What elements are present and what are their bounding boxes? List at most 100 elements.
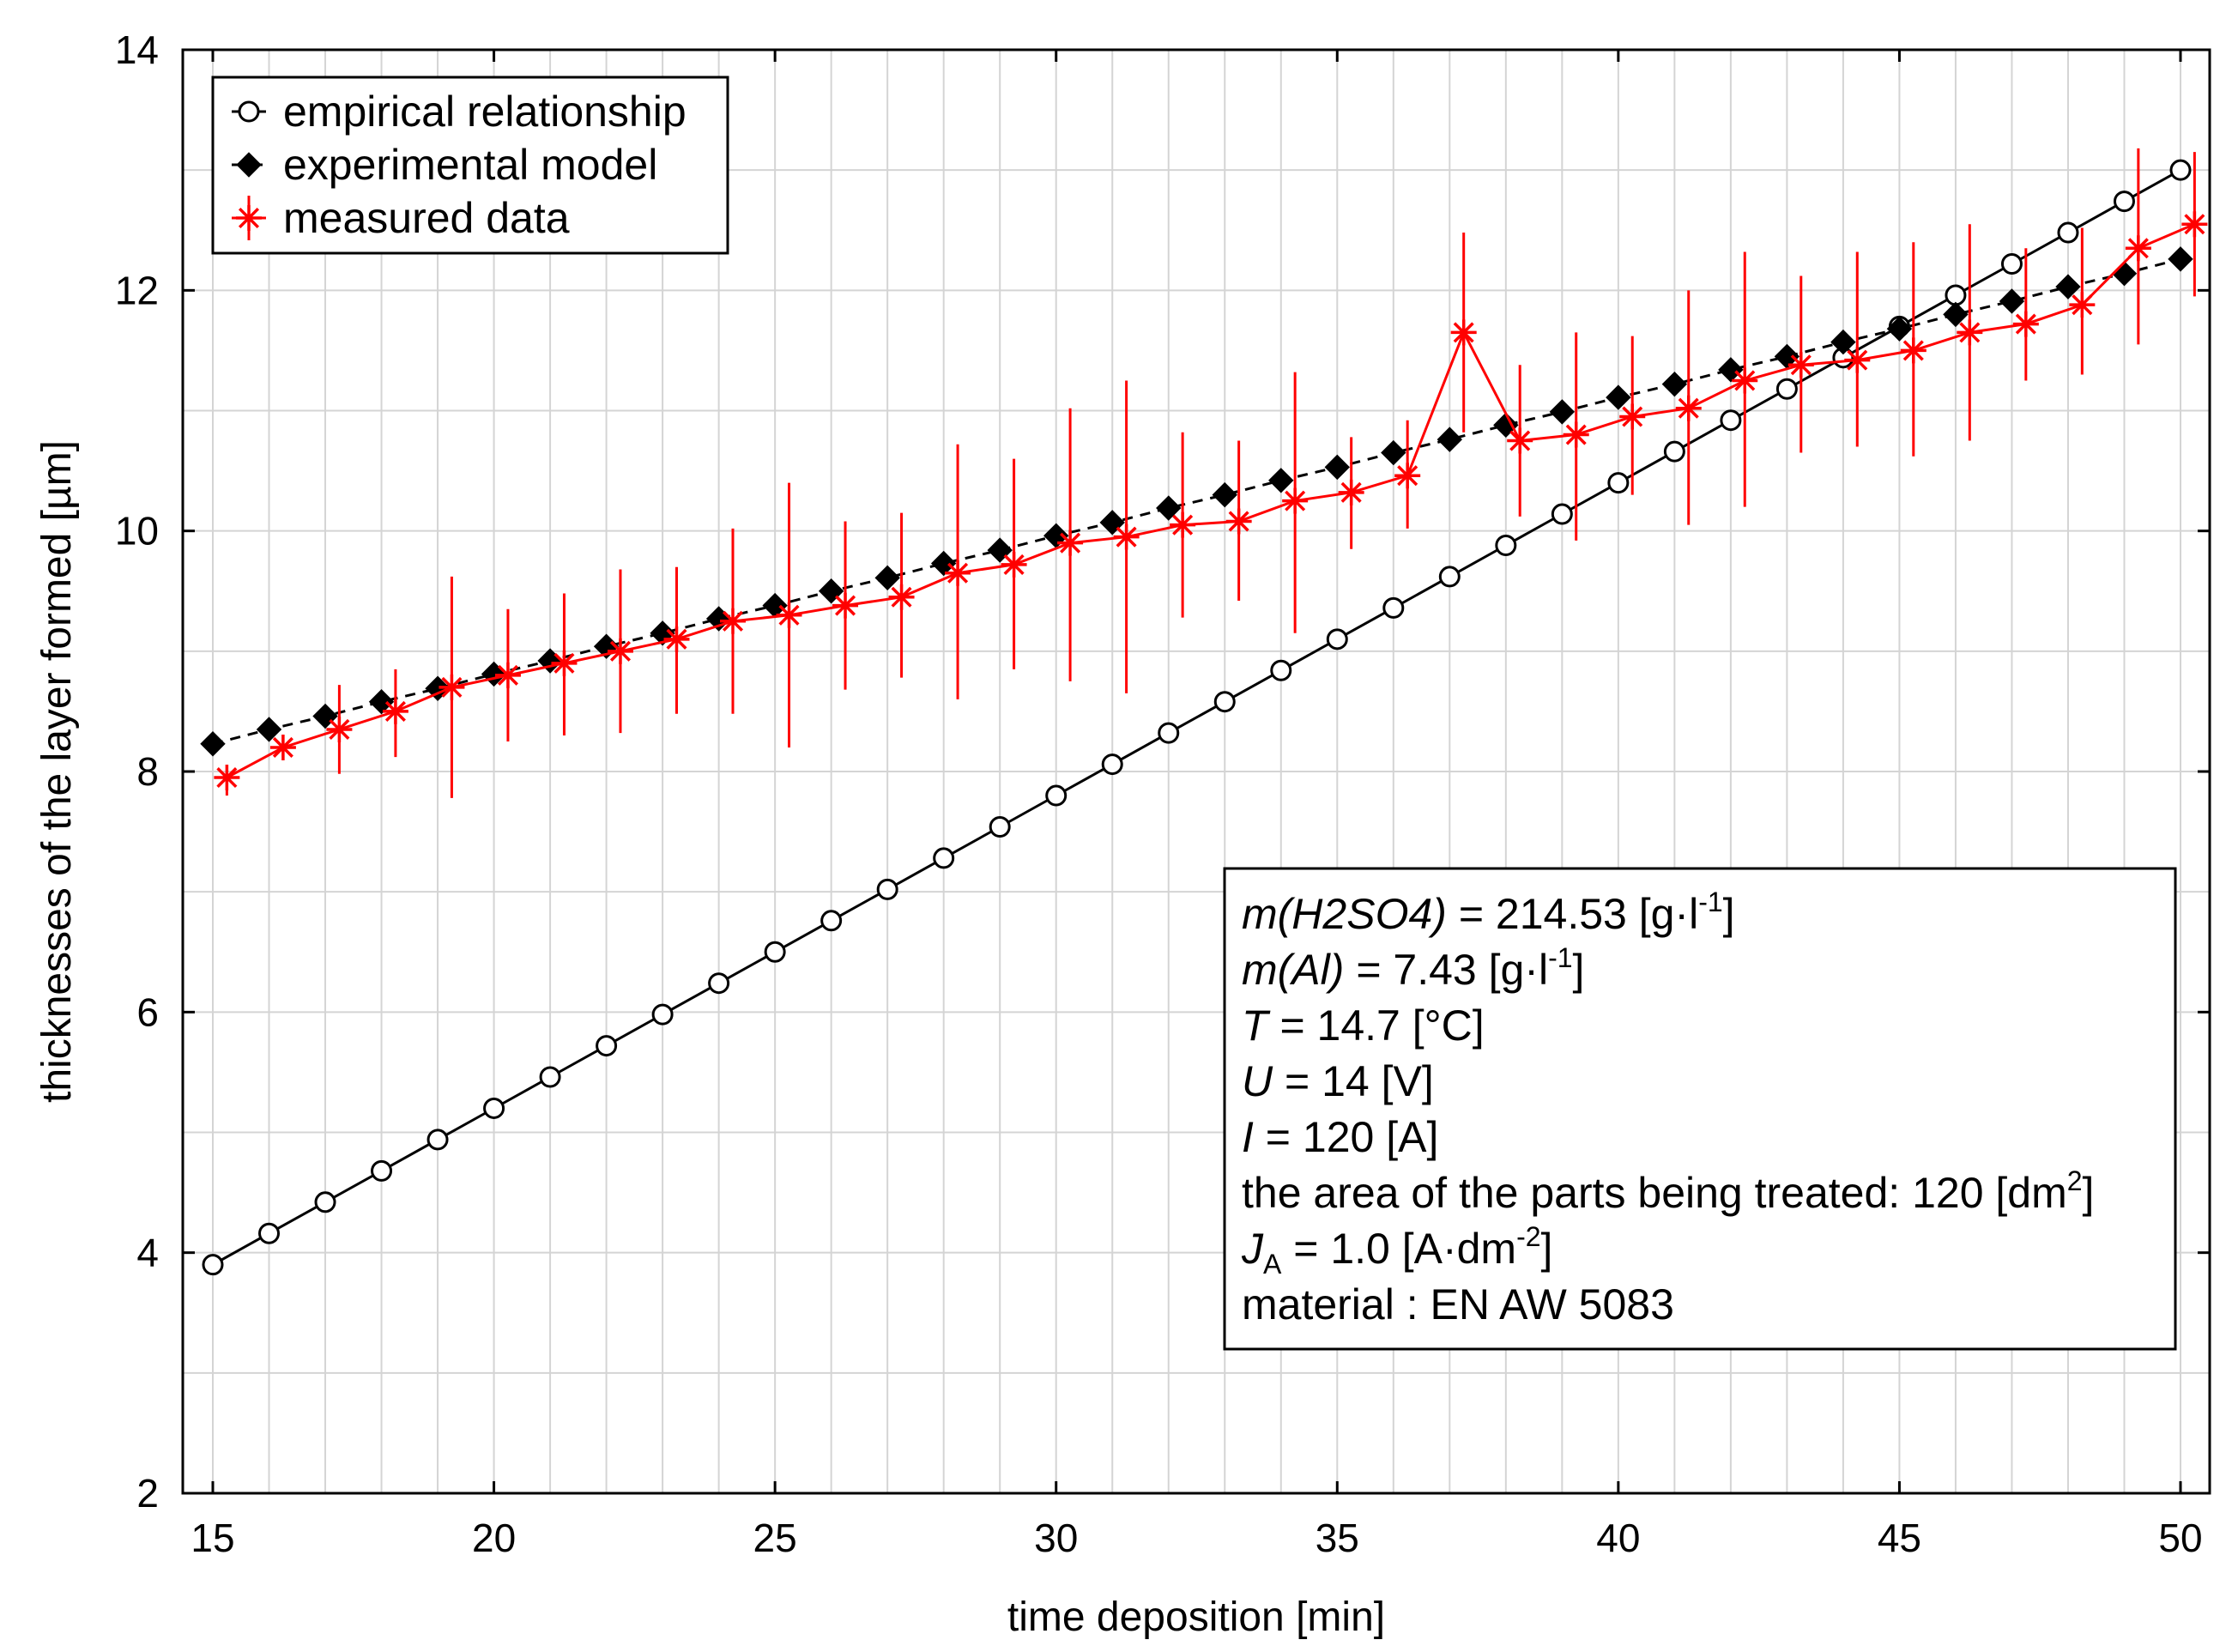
data-point: [1607, 472, 1630, 494]
data-point: [256, 717, 282, 742]
legend-label: empirical relationship: [283, 88, 687, 136]
x-tick-label: 30: [1034, 1516, 1078, 1560]
data-point: [888, 584, 915, 610]
data-point: [1001, 551, 1027, 578]
data-point: [1830, 329, 1856, 355]
x-tick-label: 40: [1596, 1516, 1640, 1560]
x-axis-title: time deposition [min]: [1007, 1595, 1385, 1640]
y-tick-label: 8: [136, 749, 159, 794]
data-point: [2012, 311, 2039, 337]
data-point: [1493, 412, 1519, 439]
y-tick-label: 4: [136, 1231, 159, 1275]
y-tick-label: 12: [115, 268, 159, 312]
data-point: [720, 608, 747, 634]
series-layer: [200, 148, 2208, 1276]
legend-frame: [211, 76, 729, 255]
data-point: [2181, 211, 2208, 238]
data-point: [312, 703, 338, 729]
data-point: [1999, 288, 2025, 314]
data-point: [764, 941, 786, 963]
data-point: [933, 847, 955, 869]
data-point: [269, 734, 296, 760]
data-point: [494, 662, 521, 688]
data-point: [1045, 784, 1068, 807]
parameter-line: U = 14 [V]: [1242, 1057, 1434, 1105]
data-point: [820, 910, 843, 932]
data-point: [1381, 439, 1406, 466]
parameters-box: m(H2SO4) = 214.53 [g·l-1]m(Al) = 7.43 [g…: [1223, 867, 2177, 1351]
parameters-frame: [1223, 867, 2177, 1351]
parameter-line: I = 120 [A]: [1242, 1113, 1438, 1161]
data-point: [1270, 659, 1292, 681]
data-point: [1438, 566, 1461, 588]
data-point: [776, 602, 802, 628]
y-axis-title: thicknesses of the layer formed [µm]: [34, 440, 80, 1103]
data-point: [1268, 468, 1294, 493]
data-point: [426, 1129, 449, 1151]
data-point: [1844, 347, 1871, 373]
data-point: [1394, 463, 1421, 489]
parameter-line: the area of the parts being treated: 120…: [1242, 1165, 2094, 1217]
data-point: [1113, 523, 1140, 550]
data-point: [607, 638, 633, 664]
data-point: [2057, 221, 2079, 244]
y-tick-label: 2: [136, 1471, 159, 1516]
x-tick-label: 35: [1316, 1516, 1359, 1560]
data-point: [1212, 481, 1237, 508]
data-point: [1957, 319, 1983, 346]
legend-item: empirical relationship: [232, 88, 687, 136]
data-point: [1101, 753, 1123, 776]
data-point: [1563, 421, 1589, 448]
legend-item: measured data: [232, 194, 570, 242]
data-point: [1549, 399, 1576, 425]
x-tick-label: 15: [191, 1516, 234, 1560]
data-point: [2111, 261, 2138, 287]
data-point: [258, 1222, 281, 1244]
data-point: [326, 716, 353, 742]
data-point: [2069, 292, 2096, 318]
legend-item: experimental model: [232, 141, 657, 189]
parameter-line: T = 14.7 [°C]: [1242, 1001, 1485, 1050]
parameter-line: material : EN AW 5083: [1242, 1280, 1674, 1328]
data-point: [2113, 191, 2135, 213]
data-point: [1732, 367, 1758, 394]
data-point: [439, 674, 465, 700]
x-tick-label: 25: [753, 1516, 797, 1560]
legend-marker: [238, 100, 260, 123]
data-point: [876, 878, 898, 900]
ticks: 15 20 25 30 35 40 45 50 2 4 6 8 10 12 14: [115, 27, 2210, 1560]
data-point: [1495, 534, 1517, 556]
data-point: [1057, 529, 1084, 556]
data-point: [1945, 284, 1967, 306]
data-point: [1943, 301, 1969, 328]
legend-marker: [236, 205, 262, 231]
data-point: [832, 592, 859, 619]
data-point: [214, 765, 240, 791]
data-point: [200, 731, 226, 757]
data-point: [1675, 395, 1702, 421]
data-point: [1382, 596, 1405, 619]
data-point: [663, 626, 690, 652]
data-point: [1507, 427, 1533, 454]
data-point: [314, 1191, 336, 1213]
data-point: [1900, 337, 1926, 364]
data-point: [1324, 454, 1350, 481]
data-point: [596, 1035, 618, 1057]
parameter-line: m(H2SO4) = 214.53 [g·l-1]: [1242, 887, 1735, 938]
parameter-line: JA = 1.0 [A·dm-2]: [1241, 1221, 1552, 1280]
data-point: [1718, 357, 1744, 383]
series-experimental-model: [200, 246, 2193, 757]
data-point: [539, 1066, 561, 1088]
data-point: [1663, 440, 1685, 463]
data-point: [382, 698, 408, 724]
data-point: [368, 688, 395, 715]
data-point: [1619, 403, 1646, 430]
legend-marker: [236, 152, 262, 178]
x-tick-label: 45: [1878, 1516, 1921, 1560]
y-tick-label: 14: [115, 27, 159, 72]
data-point: [708, 972, 730, 995]
data-point: [1787, 352, 1814, 378]
series-line: [212, 257, 2181, 746]
x-tick-label: 20: [472, 1516, 516, 1560]
